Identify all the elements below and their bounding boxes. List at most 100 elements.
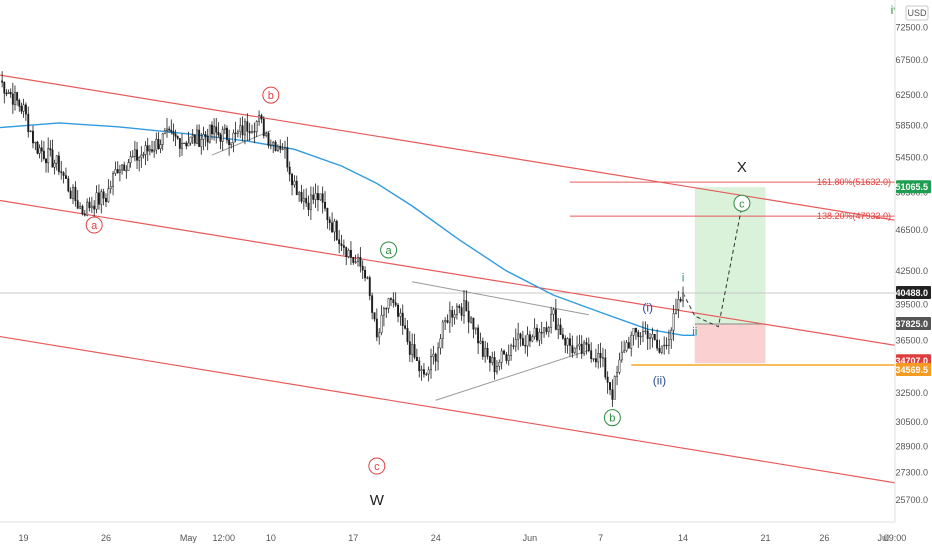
position-zones	[694, 187, 766, 364]
candle-body	[221, 129, 224, 142]
price-tag-label-1: 40488.0	[895, 288, 928, 298]
candle-body	[357, 256, 359, 262]
y-tick-8: 39500.0	[895, 299, 928, 309]
candle-body	[121, 164, 123, 171]
candle-body	[620, 351, 623, 361]
candle-body	[540, 331, 543, 334]
candle-body	[181, 142, 183, 149]
candle-body	[187, 142, 190, 147]
candle-body	[262, 118, 265, 137]
candle-body	[136, 149, 138, 161]
candle-body	[496, 365, 498, 373]
x-tick-5: 17	[348, 533, 358, 543]
candle-body	[521, 338, 524, 346]
candle-body	[174, 133, 177, 137]
y-tick-1: 67500.0	[895, 55, 928, 65]
candle-body	[76, 200, 79, 209]
candle-body	[20, 106, 23, 112]
candle-body	[382, 308, 385, 316]
candle-body	[500, 350, 503, 363]
wave-label-c-2: c	[374, 461, 380, 473]
candle-body	[133, 149, 136, 157]
candle-body	[439, 338, 442, 349]
candle-body	[625, 342, 628, 351]
candle-body	[253, 131, 256, 133]
y-tick-0: 72500.0	[895, 22, 928, 32]
wave-label-W-3: W	[370, 492, 385, 509]
candle-body	[632, 327, 635, 336]
candle-body	[528, 334, 531, 342]
candle-body	[634, 327, 637, 333]
candle-body	[611, 389, 614, 400]
candle-body	[592, 358, 595, 360]
candle-body	[191, 135, 194, 138]
price-tag-label-4: 34569.5	[895, 365, 928, 375]
candle-body	[302, 197, 305, 202]
x-tick-6: 24	[431, 533, 441, 543]
candle-body	[470, 317, 473, 323]
candle-body	[446, 320, 449, 323]
candle-body	[543, 327, 546, 334]
currency-label: USD	[907, 8, 927, 18]
candle-body	[151, 149, 153, 152]
candle-body	[566, 338, 569, 346]
wave-label-c-2-circle	[368, 457, 386, 475]
wave-label-i-8: (i)	[642, 301, 653, 315]
candle-body	[679, 299, 682, 302]
y-tick-12: 30500.0	[895, 417, 928, 427]
wave-label-i-10: i	[682, 270, 685, 284]
candle-body	[609, 382, 611, 390]
candle-body	[286, 147, 289, 168]
candle-body	[274, 141, 277, 152]
candle-body	[146, 145, 149, 152]
candle-body	[460, 307, 463, 316]
candle-body	[569, 338, 571, 346]
candle-body	[561, 334, 564, 339]
candle-body	[202, 134, 205, 140]
candle-body	[317, 193, 319, 201]
candle-body	[519, 333, 522, 339]
candle-body	[573, 347, 576, 354]
candle-body	[342, 245, 345, 248]
candle-body	[166, 128, 168, 131]
candle-body	[667, 339, 670, 346]
candle-body	[51, 149, 54, 168]
candle-body	[159, 144, 162, 150]
candle-body	[479, 340, 482, 344]
candle-body	[415, 356, 418, 362]
candle-body	[422, 369, 425, 375]
candle-body	[663, 344, 666, 347]
candle-body	[399, 312, 402, 317]
candle-body	[215, 126, 218, 133]
candle-body	[503, 350, 505, 355]
candle-body	[236, 131, 239, 134]
candle-body	[206, 136, 209, 143]
candle-body	[172, 131, 175, 135]
candle-body	[649, 337, 652, 339]
candle-body	[451, 310, 454, 318]
currency-badge	[905, 5, 929, 21]
candle-body	[354, 261, 357, 263]
candle-body	[660, 345, 663, 353]
candle-body	[67, 178, 70, 192]
candle-body	[226, 127, 228, 141]
candle-body	[371, 295, 374, 313]
candle-body	[545, 327, 548, 333]
candle-body	[345, 247, 348, 257]
candle-body	[653, 333, 656, 341]
wave-label-b-1: b	[268, 90, 274, 102]
candle-body	[258, 115, 261, 122]
candle-body	[49, 148, 52, 151]
candle-body	[42, 150, 45, 159]
wave-label-X-7: X	[737, 159, 747, 176]
candle-body	[580, 343, 583, 354]
candle-body	[109, 186, 112, 190]
candle-body	[578, 343, 581, 347]
candle-body	[408, 341, 411, 355]
candle-body	[623, 350, 626, 353]
fib-label-1: 138.20%(47932.0)	[817, 211, 891, 221]
candle-body	[536, 327, 538, 341]
candle-body	[230, 142, 233, 146]
